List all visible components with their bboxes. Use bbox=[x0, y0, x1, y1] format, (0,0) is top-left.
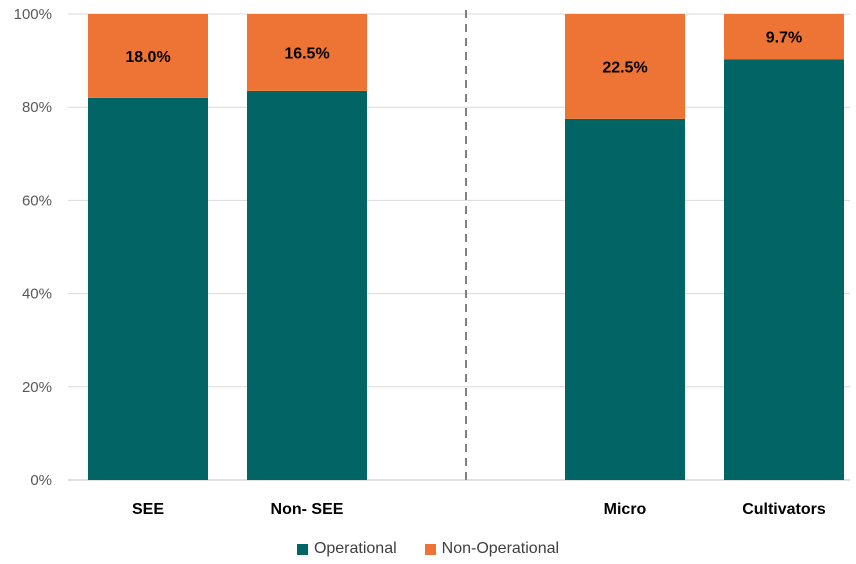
bar-non-operational bbox=[247, 14, 367, 91]
bar-operational bbox=[88, 97, 208, 480]
y-tick-label: 60% bbox=[22, 192, 52, 209]
x-category-label: Non- SEE bbox=[271, 501, 344, 518]
bar-operational bbox=[565, 118, 685, 480]
stacked-bar-chart: 0% 20% 40% 60% 80% 100% 18.0% SEE 16.5% Non- SEE 2… bbox=[14, 6, 850, 518]
bar-non-operational bbox=[88, 14, 208, 98]
legend-item-operational: Operational bbox=[296, 540, 397, 558]
data-label: 9.7% bbox=[766, 30, 802, 47]
y-tick-label: 80% bbox=[22, 99, 52, 116]
legend-swatch-operational bbox=[296, 543, 308, 555]
y-tick-label: 100% bbox=[14, 6, 52, 23]
bar-operational bbox=[724, 59, 844, 481]
legend-label-non-operational: Non-Operational bbox=[441, 540, 560, 557]
legend-item-non-operational: Non-Operational bbox=[424, 540, 560, 558]
y-tick-label: 20% bbox=[22, 379, 52, 396]
bar-non-operational bbox=[724, 14, 844, 60]
bar-non-operational bbox=[565, 14, 685, 119]
legend-swatch-non-operational bbox=[424, 543, 436, 555]
data-label: 16.5% bbox=[284, 45, 329, 62]
x-category-label: Micro bbox=[604, 501, 647, 518]
y-tick-label: 0% bbox=[30, 472, 52, 489]
legend-label-operational: Operational bbox=[313, 540, 397, 557]
bar-operational bbox=[247, 90, 367, 480]
x-category-label: Cultivators bbox=[742, 501, 826, 518]
data-label: 18.0% bbox=[125, 49, 170, 66]
chart-legend: Operational Non-Operational bbox=[0, 540, 856, 558]
y-tick-label: 40% bbox=[22, 286, 52, 303]
x-category-label: SEE bbox=[132, 501, 164, 518]
data-label: 22.5% bbox=[602, 59, 647, 76]
